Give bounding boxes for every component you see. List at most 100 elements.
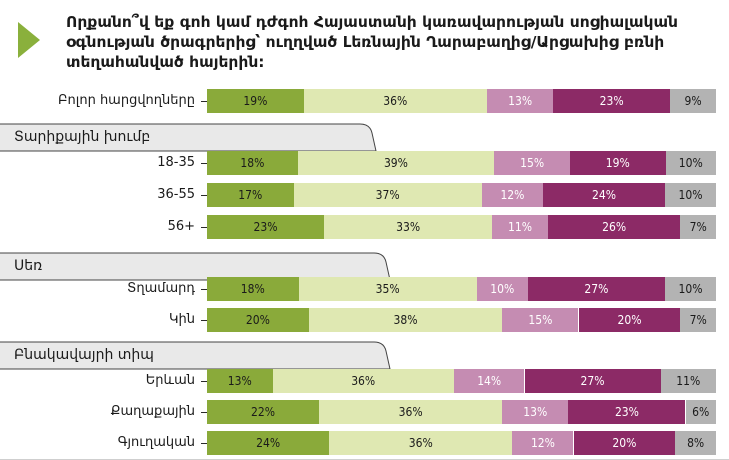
value-label: 36%: [351, 374, 376, 388]
value-label: 7%: [689, 313, 707, 327]
bar-segment: 36%: [329, 431, 513, 455]
value-label: 35%: [375, 282, 400, 296]
bar-segment: 18%: [207, 151, 298, 175]
value-label: 9%: [684, 94, 702, 108]
value-label: 27%: [584, 282, 609, 296]
value-label: 19%: [243, 94, 268, 108]
bar-segment: 37%: [293, 183, 482, 207]
bar-segment: 35%: [298, 277, 477, 301]
value-label: 11%: [676, 374, 701, 388]
value-label: 11%: [508, 220, 532, 234]
value-label: 13%: [227, 374, 252, 388]
bar-segment: 33%: [324, 215, 493, 239]
bar-segment: 23%: [207, 215, 325, 239]
value-label: 27%: [580, 374, 605, 388]
group-header-label: Բնակավայրի տիպ: [14, 347, 154, 363]
value-label: 10%: [678, 188, 703, 202]
bar-segment: 23%: [568, 400, 686, 424]
bar-segment: 7%: [680, 308, 716, 332]
row-tick: [201, 412, 207, 413]
bar-segment: 10%: [665, 183, 716, 207]
bar-segment: 27%: [527, 277, 666, 301]
bar-segment: 19%: [569, 151, 666, 175]
value-label: 20%: [617, 313, 642, 327]
chart-title: Որքանո՞վ եք գոհ կամ դժգոհ Հայաստանի կառա…: [66, 13, 678, 71]
value-label: 36%: [398, 405, 423, 419]
value-label: 24%: [591, 188, 616, 202]
value-label: 7%: [689, 220, 707, 234]
value-label: 12%: [500, 188, 525, 202]
row-tick: [201, 381, 207, 382]
value-label: 13%: [523, 405, 548, 419]
bar-segment: 23%: [553, 89, 671, 113]
value-label: 13%: [508, 94, 533, 108]
bar-segment: 24%: [207, 431, 330, 455]
row-tick: [201, 289, 207, 290]
row-label: 18-35: [157, 155, 195, 170]
bar-segment: 13%: [502, 400, 569, 424]
bar-segment: 10%: [665, 277, 716, 301]
value-label: 23%: [599, 94, 624, 108]
value-label: 18%: [240, 282, 265, 296]
bar-segment: 13%: [487, 89, 554, 113]
value-label: 36%: [408, 436, 433, 450]
value-label: 14%: [477, 374, 502, 388]
bar-segment: 19%: [207, 89, 304, 113]
row-label: Տղամարդ: [127, 281, 195, 296]
row-label: 36-55: [157, 187, 195, 202]
bar-segment: 14%: [453, 369, 525, 393]
bar-segment: 36%: [303, 89, 487, 113]
value-label: 38%: [393, 313, 418, 327]
bar-segment: 38%: [308, 308, 503, 332]
green-arrow-icon: [18, 22, 40, 58]
bar-segment: 20%: [573, 431, 676, 455]
value-label: 19%: [605, 156, 630, 170]
row-tick: [201, 443, 207, 444]
bar-segment: 10%: [476, 277, 528, 301]
value-label: 37%: [375, 188, 400, 202]
bar-segment: 6%: [685, 400, 716, 424]
bar-segment: 26%: [548, 215, 681, 239]
value-label: 10%: [490, 282, 515, 296]
value-label: 10%: [678, 282, 703, 296]
value-label: 6%: [692, 405, 710, 419]
bar-segment: 10%: [665, 151, 716, 175]
value-label: 15%: [520, 156, 545, 170]
group-tab-outline: [0, 123, 377, 152]
bar-segment: 15%: [502, 308, 579, 332]
bar-segment: 36%: [272, 369, 454, 393]
group-tab-shape: [0, 341, 391, 370]
value-label: 36%: [383, 94, 408, 108]
value-label: 18%: [240, 156, 265, 170]
bar-segment: 11%: [492, 215, 548, 239]
group-tab-outline: [0, 252, 391, 281]
value-label: 24%: [256, 436, 281, 450]
bar-segment: 15%: [494, 151, 570, 175]
row-tick: [201, 101, 207, 102]
bar-segment: 9%: [670, 89, 716, 113]
bar-segment: 12%: [512, 431, 574, 455]
value-label: 20%: [612, 436, 637, 450]
bar-segment: 36%: [319, 400, 503, 424]
row-label: Երևան: [145, 373, 195, 388]
bar-segment: 39%: [297, 151, 495, 175]
value-label: 23%: [614, 405, 639, 419]
value-label: 23%: [253, 220, 278, 234]
bar-segment: 20%: [207, 308, 309, 332]
group-tab-outline: [0, 341, 391, 370]
bar-segment: 8%: [675, 431, 716, 455]
value-label: 15%: [528, 313, 553, 327]
value-label: 22%: [251, 405, 275, 419]
bar-segment: 24%: [542, 183, 666, 207]
row-label: 56+: [167, 219, 195, 234]
bar-segment: 27%: [524, 369, 661, 393]
value-label: 12%: [530, 436, 555, 450]
row-tick: [201, 227, 207, 228]
value-label: 17%: [238, 188, 263, 202]
value-label: 39%: [383, 156, 408, 170]
row-label: Գյուղական: [117, 435, 195, 450]
group-header-3: Բնակավայրի տիպ: [0, 341, 414, 370]
group-header-label: Սեռ: [14, 258, 43, 274]
group-header-1: Տարիքային խումբ: [0, 123, 400, 152]
